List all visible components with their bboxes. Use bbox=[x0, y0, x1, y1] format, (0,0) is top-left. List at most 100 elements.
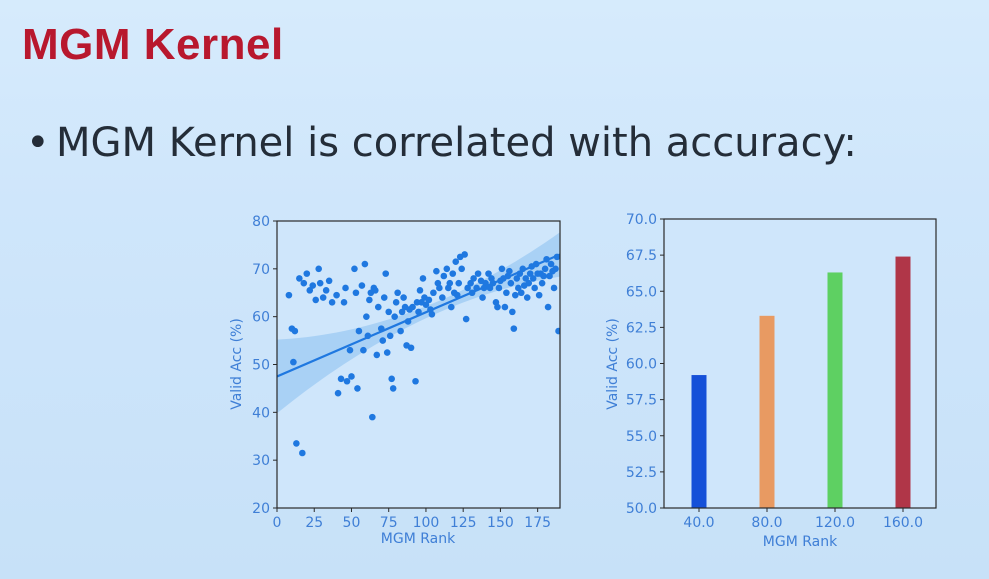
scatter-point bbox=[342, 284, 349, 292]
scatter-point bbox=[507, 279, 515, 287]
scatter-point bbox=[494, 303, 501, 311]
bullet-text: MGM Kernel is correlated with accuracy: bbox=[56, 120, 857, 166]
scatter-x-ticks: 0 25 50 75 100 125 150 175 bbox=[273, 508, 551, 531]
scatter-point bbox=[425, 296, 433, 304]
scatter-y-axis-label: Valid Acc (%) bbox=[229, 318, 245, 410]
scatter-point bbox=[541, 265, 549, 273]
bar-x-axis-label: MGM Rank bbox=[763, 534, 838, 550]
scatter-point bbox=[409, 303, 416, 311]
scatter-point bbox=[299, 449, 306, 457]
scatter-point bbox=[462, 315, 470, 323]
scatter-point bbox=[415, 308, 422, 316]
scatter-y-tick-label: 40 bbox=[252, 405, 270, 421]
scatter-point bbox=[315, 265, 323, 273]
bar-y-axis-label: Valid Acc (%) bbox=[605, 318, 621, 410]
scatter-point bbox=[372, 287, 379, 294]
scatter-point bbox=[538, 279, 546, 287]
scatter-point bbox=[552, 265, 559, 273]
scatter-point bbox=[479, 294, 486, 301]
bullet-point: • MGM Kernel is correlated with accuracy: bbox=[26, 120, 857, 166]
scatter-y-tick-label: 30 bbox=[252, 453, 270, 469]
scatter-point bbox=[379, 337, 387, 344]
bar-y-tick-label: 50.0 bbox=[626, 501, 657, 517]
scatter-point bbox=[453, 291, 461, 299]
scatter-point bbox=[369, 413, 376, 421]
scatter-x-tick-label: 125 bbox=[450, 515, 477, 531]
scatter-point bbox=[366, 296, 373, 304]
scatter-point bbox=[430, 289, 437, 297]
scatter-point bbox=[293, 440, 300, 447]
scatter-point bbox=[383, 349, 391, 356]
scatter-point bbox=[419, 275, 427, 282]
scatter-point bbox=[309, 282, 317, 289]
scatter-point bbox=[428, 310, 436, 318]
scatter-point bbox=[547, 260, 555, 268]
scatter-point bbox=[470, 275, 477, 282]
scatter-point bbox=[355, 327, 363, 335]
scatter-point bbox=[316, 279, 324, 287]
scatter-y-tick-label: 50 bbox=[252, 358, 270, 374]
scatter-point bbox=[363, 313, 370, 320]
scatter-point bbox=[467, 279, 474, 287]
scatter-point bbox=[312, 296, 320, 304]
scatter-point bbox=[517, 289, 525, 297]
scatter-point bbox=[306, 287, 314, 294]
scatter-point bbox=[523, 294, 531, 301]
scatter-x-tick-label: 150 bbox=[487, 515, 514, 531]
scatter-point bbox=[439, 294, 446, 301]
scatter-point bbox=[303, 270, 311, 277]
scatter-point bbox=[522, 275, 530, 282]
scatter-point bbox=[358, 282, 366, 289]
scatter-x-tick-label: 0 bbox=[273, 515, 282, 531]
scatter-x-tick-label: 50 bbox=[343, 515, 361, 531]
scatter-point bbox=[540, 272, 547, 280]
scatter-point bbox=[385, 308, 393, 316]
bar-y-tick-label: 67.5 bbox=[626, 248, 657, 264]
bar-x-ticks: 40.0 80.0 120.0 160.0 bbox=[683, 508, 923, 531]
bar-x-tick-label: 80.0 bbox=[751, 515, 782, 531]
scatter-point bbox=[512, 291, 519, 299]
scatter-point bbox=[400, 294, 407, 301]
bar bbox=[827, 272, 843, 508]
scatter-point bbox=[550, 284, 558, 292]
scatter-point bbox=[452, 258, 460, 265]
scatter-point bbox=[397, 327, 404, 335]
scatter-point bbox=[458, 265, 465, 273]
bar-y-ticks: 50.0 52.5 55.0 57.5 60.0 62.5 65.0 67.5 70.0 bbox=[626, 212, 664, 517]
scatter-x-tick-label: 175 bbox=[524, 515, 551, 531]
scatter-x-tick-label: 75 bbox=[380, 515, 398, 531]
scatter-point bbox=[343, 377, 351, 385]
scatter-y-ticks: 20 30 40 50 60 70 80 bbox=[252, 214, 277, 517]
bar-y-tick-label: 65.0 bbox=[626, 284, 657, 300]
scatter-point bbox=[525, 279, 533, 287]
scatter-point bbox=[389, 385, 397, 392]
scatter-y-tick-label: 80 bbox=[252, 214, 270, 230]
scatter-point bbox=[346, 346, 354, 354]
scatter-point bbox=[407, 344, 415, 352]
bullet-dot-icon: • bbox=[26, 120, 50, 166]
bar-y-tick-label: 60.0 bbox=[626, 357, 657, 373]
scatter-point bbox=[485, 270, 492, 277]
scatter-point bbox=[555, 327, 560, 335]
scatter-point bbox=[422, 301, 430, 309]
scatter-point bbox=[513, 275, 521, 282]
scatter-point bbox=[531, 284, 538, 292]
scatter-point bbox=[455, 279, 463, 287]
scatter-point bbox=[334, 389, 342, 397]
scatter-point bbox=[328, 299, 336, 306]
scatter-point bbox=[392, 299, 400, 306]
scatter-point bbox=[446, 279, 454, 287]
scatter-point bbox=[374, 303, 382, 311]
scatter-point bbox=[300, 279, 308, 287]
scatter-y-tick-label: 20 bbox=[252, 501, 270, 517]
scatter-point bbox=[285, 291, 293, 299]
scatter-point bbox=[340, 299, 348, 306]
scatter-point bbox=[503, 289, 510, 297]
scatter-point bbox=[325, 277, 333, 285]
scatter-point bbox=[333, 291, 340, 299]
scatter-point bbox=[296, 275, 303, 282]
bar-y-tick-label: 57.5 bbox=[626, 393, 657, 409]
bar-y-tick-label: 70.0 bbox=[626, 212, 657, 228]
